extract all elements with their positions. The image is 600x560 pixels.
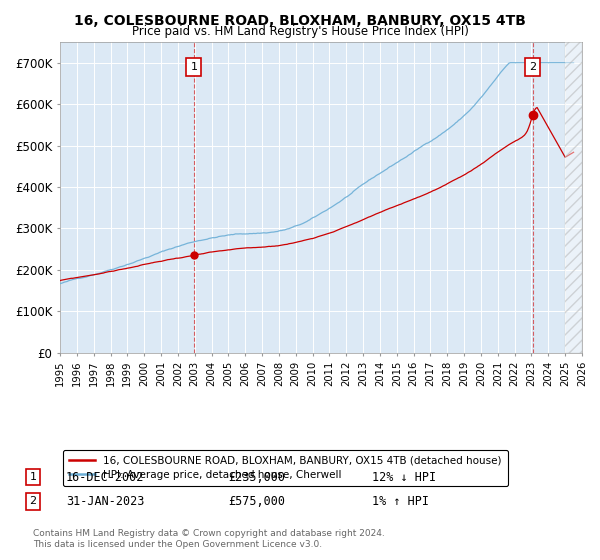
Text: £235,000: £235,000 [228,470,285,484]
Text: 1% ↑ HPI: 1% ↑ HPI [372,494,429,508]
Text: 12% ↓ HPI: 12% ↓ HPI [372,470,436,484]
Bar [565,42,582,353]
Text: 31-JAN-2023: 31-JAN-2023 [66,494,145,508]
Legend: 16, COLESBOURNE ROAD, BLOXHAM, BANBURY, OX15 4TB (detached house), HPI: Average : 16, COLESBOURNE ROAD, BLOXHAM, BANBURY, … [62,450,508,487]
Text: 2: 2 [529,62,536,72]
Text: 16, COLESBOURNE ROAD, BLOXHAM, BANBURY, OX15 4TB: 16, COLESBOURNE ROAD, BLOXHAM, BANBURY, … [74,14,526,28]
Text: 16-DEC-2002: 16-DEC-2002 [66,470,145,484]
Text: Contains HM Land Registry data © Crown copyright and database right 2024.
This d: Contains HM Land Registry data © Crown c… [33,529,385,549]
Text: 1: 1 [29,472,37,482]
Text: 1: 1 [190,62,197,72]
Text: 2: 2 [29,496,37,506]
Text: £575,000: £575,000 [228,494,285,508]
Text: Price paid vs. HM Land Registry's House Price Index (HPI): Price paid vs. HM Land Registry's House … [131,25,469,38]
